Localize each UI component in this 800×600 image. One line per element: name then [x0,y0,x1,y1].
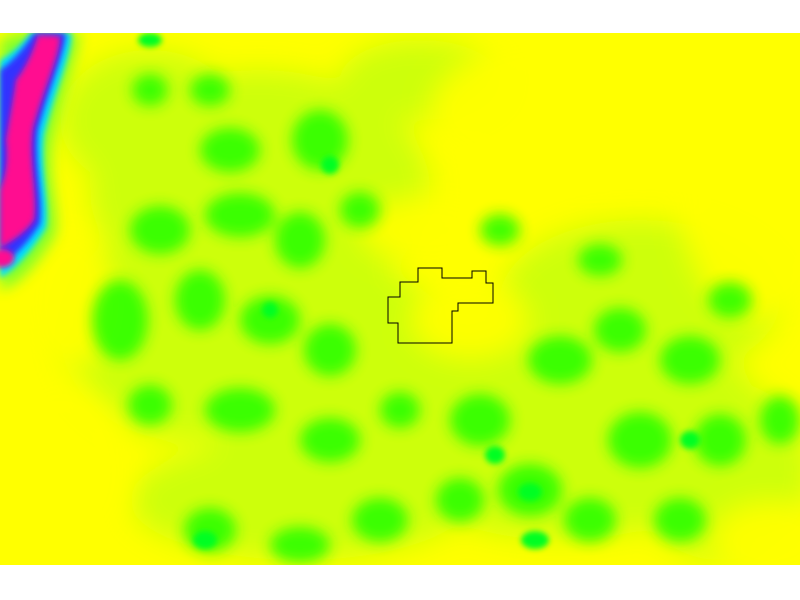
ridge-magenta [0,35,60,248]
ridge-tail-blob [0,249,14,267]
heatmap-green-spots [92,74,800,563]
heatmap-raster [0,33,800,565]
heatmap-green-cores [138,33,700,549]
heatmap-yellow-patches [0,33,800,565]
boundary-outline[interactable] [387,267,494,344]
heatmap-hot-ridge [0,33,80,290]
